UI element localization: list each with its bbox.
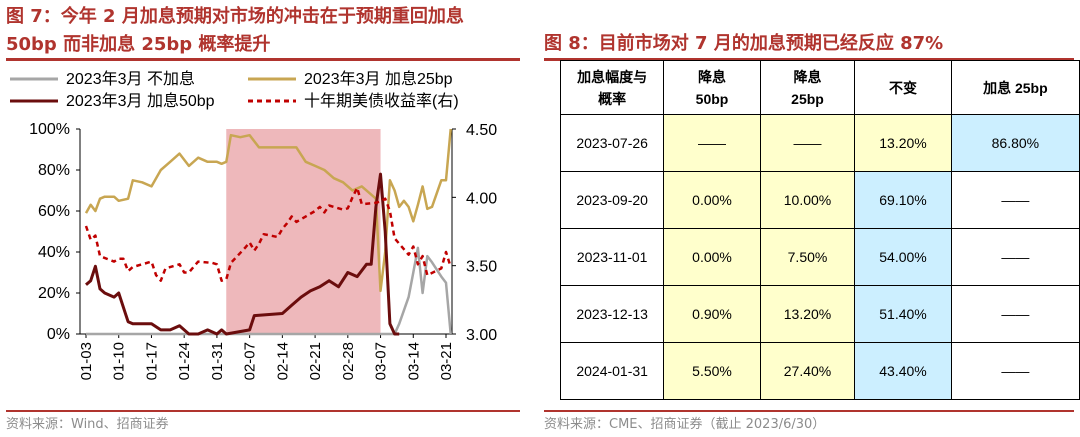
header-hold: 不变 [854,60,952,115]
legend-label-yield10y: 十年期美债收益率(右) [304,92,459,110]
x-tick-label: 03-21 [438,342,455,380]
cell-hike-25bp: —— [950,228,1080,286]
legend-label-hike25: 2023年3月 加息25bp [304,70,453,88]
x-tick-label: 03-07 [373,342,390,380]
cell-hike-25bp: —— [950,171,1080,229]
hike-probability-table: 加息幅度与 概率 降息 50bp 降息 25bp 不变 加息 25bp 2023-07… [559,60,1080,400]
legend-label-no_hike: 2023年3月 不加息 [66,70,195,88]
left-source-note: 资料来源：Wind、招商证券 [6,417,169,432]
table-header-row: 加息幅度与 概率 降息 50bp 降息 25bp 不变 加息 25bp [559,60,1080,115]
cell-hold: 54.00% [854,228,952,286]
header-hike-25bp: 加息 25bp [950,60,1080,115]
cell-hold: 69.10% [854,171,952,229]
right-title-rule [544,58,1074,61]
series-layer [84,128,452,336]
cell-cut-25bp: 10.00% [759,171,856,229]
x-tick-label: 02-07 [242,342,259,380]
x-tick-label: 02-21 [307,342,324,380]
y-left-tick-label: 20% [38,285,70,302]
series-line-no_hike [86,246,452,336]
x-tick-label: 01-31 [209,342,226,380]
cell-cut-50bp: 0.90% [663,285,761,343]
chart-legend: 2023年3月 不加息 2023年3月 加息25bp 2023年3月 加息50bp 十… [10,70,459,110]
x-tick-label: 01-24 [176,342,193,380]
right-source-rule [544,410,1074,412]
rate-hike-probability-chart: 0% 20% 40% 60% 80% 100% 3.00 3.50 4.00 4.50 01-03 0… [10,70,497,380]
row-date: 2023-07-26 [559,114,665,172]
y-right-tick-label: 4.50 [466,122,497,139]
cell-hike-25bp: 86.80% [950,114,1080,172]
x-tick-label: 01-17 [143,342,160,380]
cell-cut-50bp: 5.50% [663,342,761,400]
y-left-tick-label: 60% [38,203,70,220]
x-tick-label: 01-10 [111,342,128,380]
x-tick-label: 03-14 [405,342,422,380]
table-row: 2024-01-31 5.50% 27.40% 43.40% —— [559,342,1080,400]
header-cut-50bp: 降息 50bp [663,60,761,115]
cell-hold: 51.40% [854,285,952,343]
y-right-tick-label: 3.00 [466,327,497,344]
row-date: 2023-09-20 [559,171,665,229]
x-tick-label: 02-14 [274,342,291,380]
cell-cut-50bp: 0.00% [663,228,761,286]
series-line-hike50 [85,172,400,336]
cell-hike-25bp: —— [950,285,1080,343]
cell-cut-25bp: —— [759,114,856,172]
cell-cut-25bp: 27.40% [759,342,856,400]
y-left-tick-label: 80% [38,162,70,179]
y-right-tick-label: 3.50 [466,259,497,276]
cell-hold: 43.40% [854,342,952,400]
row-date: 2023-11-01 [559,228,665,286]
left-title-rule [6,58,520,61]
table-row: 2023-11-01 0.00% 7.50% 54.00% —— [559,228,1080,286]
cell-cut-25bp: 13.20% [759,285,856,343]
series-line-hike25 [84,128,452,293]
cell-hold: 13.20% [854,114,952,172]
left-figure-title: 图 7：今年 2 月加息预期对市场的冲击在于预期重回加息 50bp 而非加息 2… [6,6,464,55]
right-source-note: 资料来源：CME、招商证券（截止 2023/6/30） [544,417,826,432]
row-date: 2023-12-13 [559,285,665,343]
x-tick-label: 01-03 [78,342,95,380]
left-source-rule [6,410,520,412]
cell-cut-25bp: 7.50% [759,228,856,286]
x-tick-label: 02-28 [340,342,357,380]
row-date: 2024-01-31 [559,342,665,400]
cell-cut-50bp: 0.00% [663,171,761,229]
header-cut-25bp: 降息 25bp [759,60,856,115]
y-left-tick-label: 40% [38,244,70,261]
cell-hike-25bp: —— [950,342,1080,400]
right-figure-title: 图 8：目前市场对 7 月的加息预期已经反应 87% [544,33,944,54]
y-left-tick-label: 0% [47,326,70,343]
table-row: 2023-09-20 0.00% 10.00% 69.10% —— [559,171,1080,229]
shaded-period [226,129,381,334]
y-right-tick-label: 4.00 [466,190,497,207]
table-row: 2023-07-26 —— —— 13.20% 86.80% [559,114,1080,172]
cell-cut-50bp: —— [663,114,761,172]
header-rate-probability: 加息幅度与 概率 [559,60,665,115]
y-left-tick-label: 100% [29,121,70,138]
shaded-period-layer [226,129,381,334]
table-row: 2023-12-13 0.90% 13.20% 51.40% —— [559,285,1080,343]
legend-label-hike50: 2023年3月 加息50bp [66,92,215,110]
axes-layer: 0% 20% 40% 60% 80% 100% 3.00 3.50 4.00 4.50 01-03 0… [29,121,497,380]
series-line-yield10y [84,186,452,282]
